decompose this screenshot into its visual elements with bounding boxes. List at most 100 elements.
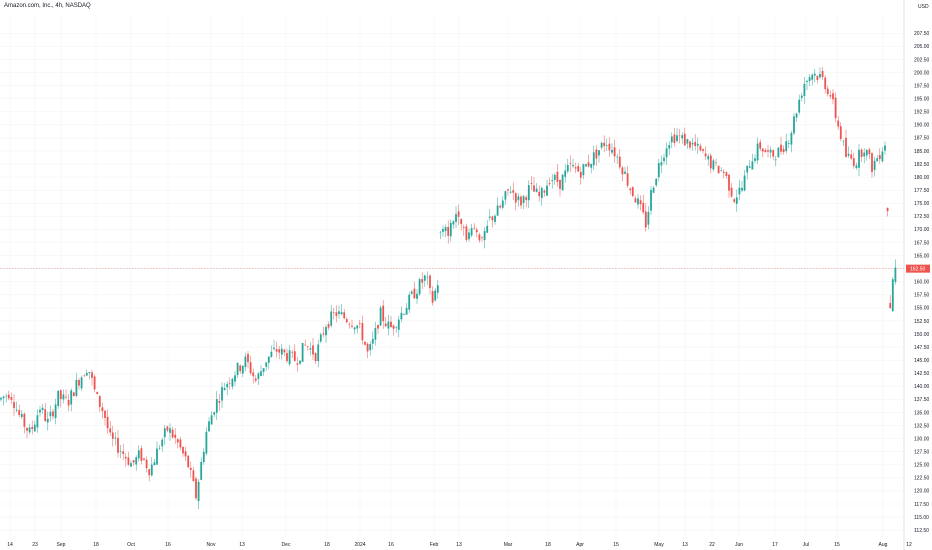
candle-body xyxy=(642,202,645,213)
x-tick-label: 13 xyxy=(682,542,688,548)
candle-body xyxy=(163,428,166,438)
candle-body xyxy=(676,135,678,142)
candle-body xyxy=(520,196,522,206)
candle-body xyxy=(369,344,372,351)
candle-body xyxy=(832,93,834,100)
x-tick-label: 18 xyxy=(324,542,330,548)
x-tick-label: 15 xyxy=(613,542,619,548)
candle-body xyxy=(291,351,294,353)
y-tick-label: 172.50 xyxy=(914,214,930,220)
candle-body xyxy=(270,351,273,358)
candle-body xyxy=(681,135,684,139)
candle-body xyxy=(868,149,871,155)
candle-body xyxy=(223,388,226,391)
candle-body xyxy=(613,147,616,157)
candle-body xyxy=(54,404,57,419)
candle-body xyxy=(816,75,819,80)
candle-body xyxy=(44,409,47,422)
candle-body xyxy=(871,153,873,173)
candle-body xyxy=(652,187,655,193)
candle-body xyxy=(377,325,379,329)
candle-body xyxy=(704,153,707,157)
y-tick-label: 137.50 xyxy=(914,397,930,403)
candle-body xyxy=(213,412,216,415)
candle-body xyxy=(267,356,270,363)
candle-body xyxy=(761,148,764,152)
candle-body xyxy=(878,155,881,160)
candle-body xyxy=(689,141,691,148)
x-tick-label: 16 xyxy=(165,542,171,548)
x-tick-label: May xyxy=(654,542,664,548)
candle-body xyxy=(533,185,535,192)
x-tick-label: Jul xyxy=(803,542,809,548)
candle-body xyxy=(400,312,403,320)
candle-body xyxy=(405,307,408,315)
candle-body xyxy=(413,288,416,299)
candle-body xyxy=(845,137,847,157)
candle-body xyxy=(423,275,426,281)
candle-body xyxy=(2,396,5,399)
x-tick-label: Aug xyxy=(879,542,888,548)
candle-body xyxy=(772,150,775,157)
candle-body xyxy=(655,178,658,186)
candle-body xyxy=(260,371,262,376)
candle-body xyxy=(535,188,538,192)
candle-body xyxy=(283,349,286,353)
candle-body xyxy=(299,360,301,364)
x-tick-label: Feb xyxy=(430,542,439,548)
candle-body xyxy=(631,187,634,196)
y-tick-label: 112.50 xyxy=(914,528,929,534)
candle-body xyxy=(585,164,587,167)
candle-body xyxy=(616,156,619,158)
candle-body xyxy=(114,437,117,439)
candle-body xyxy=(512,190,515,193)
candle-body xyxy=(197,481,200,502)
candle-body xyxy=(0,397,2,400)
candle-body xyxy=(23,413,26,427)
candle-body xyxy=(884,145,886,151)
y-tick-label: 127.50 xyxy=(914,450,930,456)
candle-body xyxy=(429,275,431,289)
candle-body xyxy=(699,145,702,151)
candle-body xyxy=(754,158,756,161)
candle-body xyxy=(850,154,853,159)
candle-body xyxy=(254,378,257,381)
candle-body xyxy=(494,215,496,222)
candle-body xyxy=(611,149,613,153)
y-tick-label: 142.50 xyxy=(914,371,930,377)
candle-body xyxy=(540,187,543,199)
candle-body xyxy=(686,139,689,144)
candle-body xyxy=(364,341,366,345)
x-tick-label: Mar xyxy=(504,542,513,548)
candle-body xyxy=(559,179,561,189)
candle-body xyxy=(382,305,385,322)
y-tick-label: 180.00 xyxy=(914,175,930,181)
y-tick-label: 200.00 xyxy=(914,70,930,76)
candle-body xyxy=(444,227,447,232)
y-tick-label: 202.50 xyxy=(914,57,930,63)
candle-body xyxy=(85,372,88,376)
candle-body xyxy=(249,362,252,374)
candle-body xyxy=(881,151,884,162)
candle-body xyxy=(98,395,101,407)
candle-body xyxy=(10,397,13,400)
candle-body xyxy=(715,162,717,164)
candle-body xyxy=(803,83,806,96)
candle-body xyxy=(421,279,424,283)
candle-body xyxy=(621,167,624,175)
y-tick-label: 115.00 xyxy=(914,515,929,521)
candle-body xyxy=(309,348,312,350)
candle-body xyxy=(600,142,603,148)
candle-body xyxy=(101,407,104,412)
candle-body xyxy=(127,457,130,465)
candle-body xyxy=(530,182,533,184)
candle-body xyxy=(457,211,460,217)
x-tick-label: 2024 xyxy=(354,542,365,548)
candle-body xyxy=(449,222,452,237)
candle-body xyxy=(91,372,93,378)
candle-body xyxy=(176,439,179,443)
candle-body xyxy=(447,226,450,236)
candle-body xyxy=(205,431,208,454)
candle-body xyxy=(889,303,892,309)
